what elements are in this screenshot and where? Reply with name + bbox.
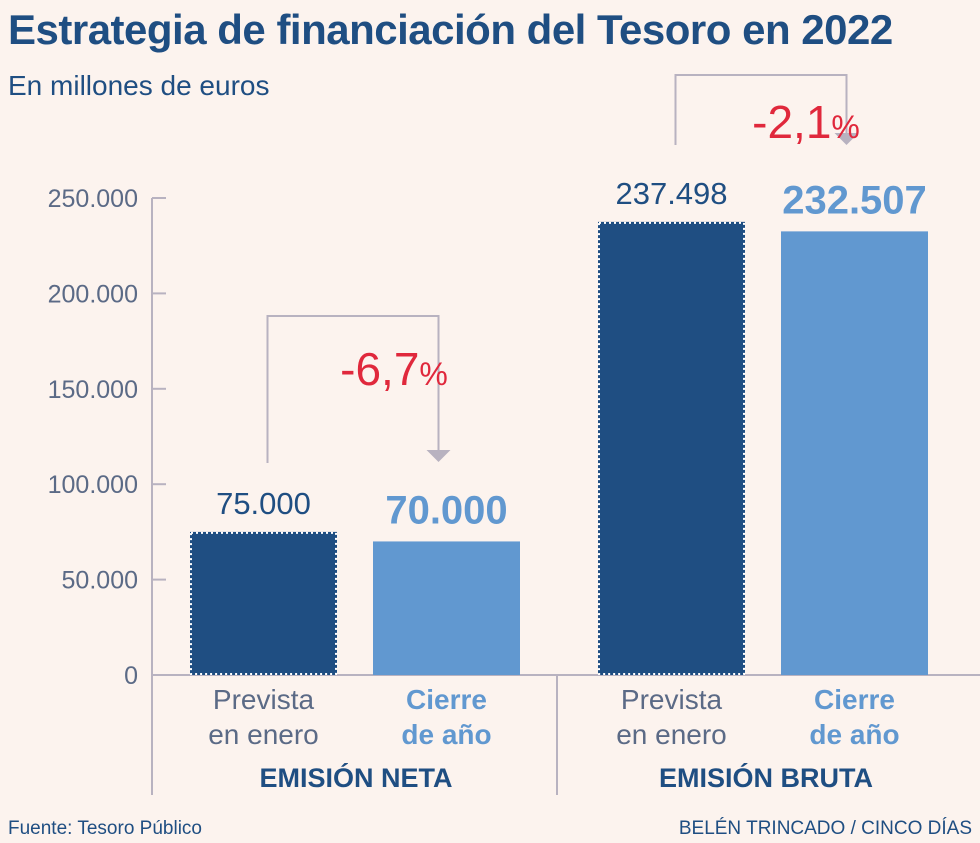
category-label-line2: de año	[809, 719, 899, 750]
change-number: -2,1	[752, 96, 831, 148]
chart-title: Estrategia de financiación del Tesoro en…	[8, 6, 893, 53]
category-label-line1: Prevista	[213, 684, 315, 715]
y-tick-label: 100.000	[48, 471, 138, 499]
category-label-line1: Prevista	[621, 684, 723, 715]
y-tick-label: 0	[124, 662, 138, 690]
category-label-line1: Cierre	[406, 684, 487, 715]
category-label-line2: en enero	[616, 719, 727, 750]
change-percentage: -6,7%	[340, 343, 448, 395]
category-label-line2: de año	[401, 719, 491, 750]
group-label: EMISIÓN BRUTA	[659, 762, 873, 793]
bar-cierre	[373, 541, 520, 675]
change-arrowhead	[426, 450, 451, 462]
change-bracket	[266, 315, 440, 463]
bar-prevista	[598, 221, 745, 675]
change-percentage: -2,1%	[752, 96, 860, 148]
change-arrowhead	[834, 133, 859, 145]
group-label: EMISIÓN NETA	[259, 762, 452, 793]
category-label-line1: Cierre	[814, 684, 895, 715]
y-tick-label: 50.000	[62, 567, 138, 595]
bar-value-label: 232.507	[782, 178, 927, 222]
source-note: Fuente: Tesoro Público	[8, 818, 202, 839]
y-tick-label: 200.000	[48, 280, 138, 308]
change-unit: %	[419, 356, 447, 392]
category-label-line2: en enero	[208, 719, 319, 750]
bar-value-label: 75.000	[216, 486, 311, 521]
chart-subtitle: En millones de euros	[8, 70, 270, 101]
y-tick-label: 150.000	[48, 376, 138, 404]
bar-dotted-outline	[190, 531, 337, 676]
change-number: -6,7	[340, 343, 419, 395]
change-unit: %	[831, 109, 859, 145]
change-bracket	[674, 74, 848, 145]
bar-cierre	[781, 231, 928, 675]
bar-value-label: 70.000	[385, 488, 507, 532]
bar-prevista	[190, 531, 337, 675]
author-credit: BELÉN TRINCADO / CINCO DÍAS	[678, 818, 972, 839]
bar-dotted-outline	[598, 221, 745, 675]
y-tick-label: 250.000	[48, 185, 138, 213]
bar-value-label: 237.498	[615, 176, 727, 211]
